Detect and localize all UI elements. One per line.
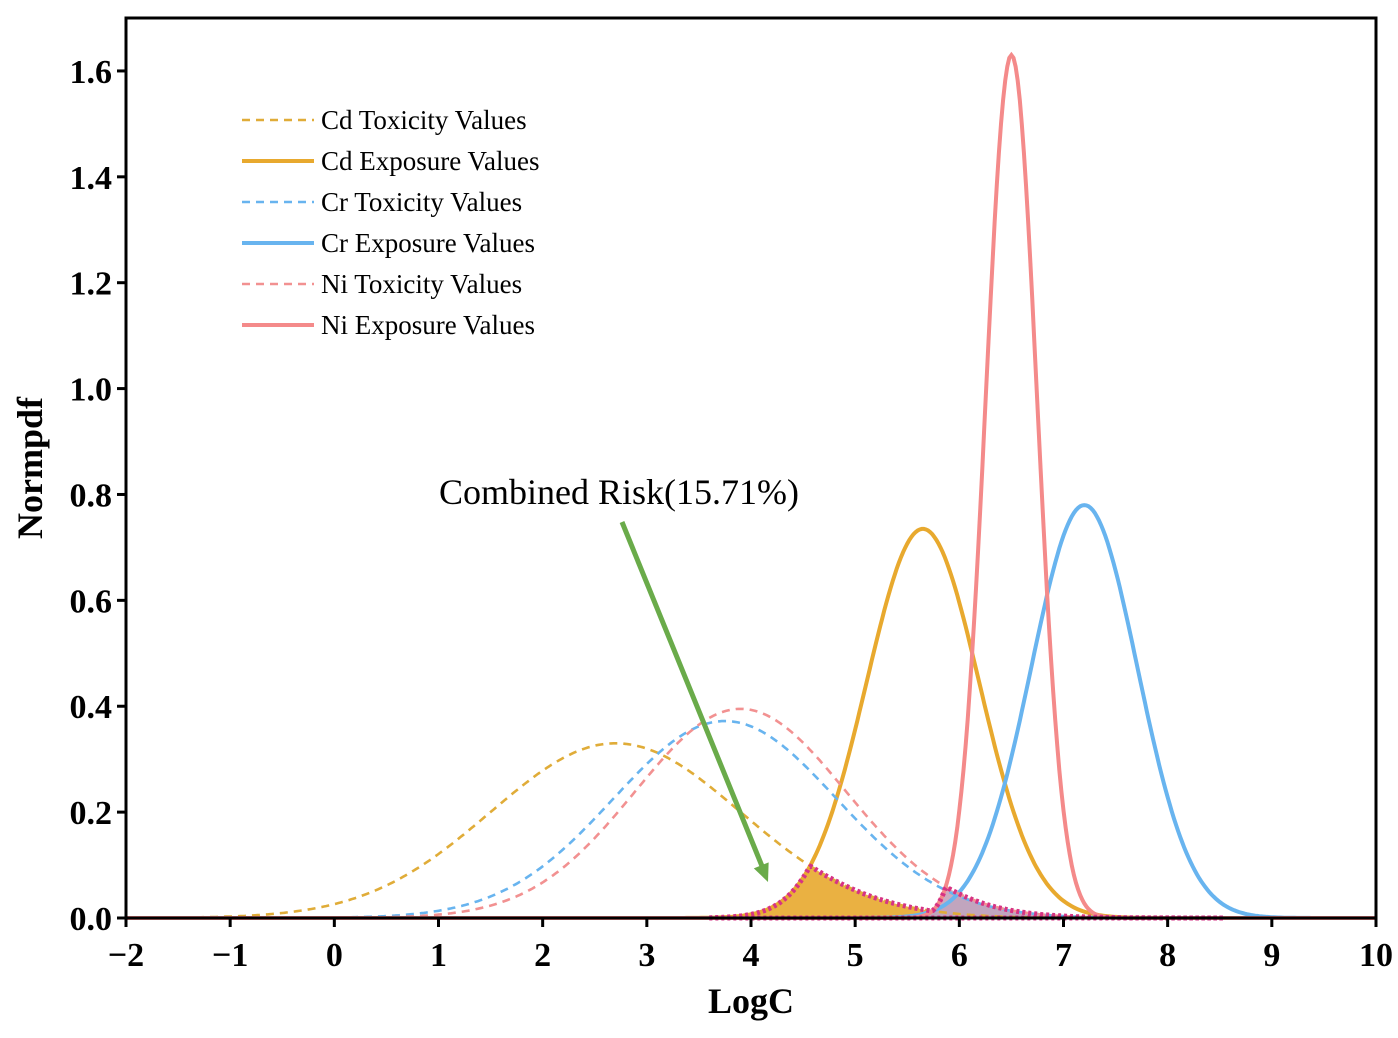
x-tick-label: 2	[534, 937, 551, 974]
legend-label: Cr Toxicity Values	[321, 187, 522, 217]
annotation: Combined Risk(15.71%)	[439, 472, 799, 882]
combined-risk-envelope	[709, 863, 1225, 921]
legend-label: Cr Exposure Values	[321, 228, 535, 258]
y-tick-label: 1.6	[70, 54, 113, 91]
y-tick-label: 1.4	[70, 160, 113, 197]
x-tick-label: 6	[951, 937, 968, 974]
y-tick-label: 0.4	[70, 689, 113, 726]
x-axis-title: LogC	[708, 981, 794, 1021]
y-axis-title: Normpdf	[10, 396, 50, 539]
x-tick-label: 5	[847, 937, 864, 974]
x-tick-label: −2	[108, 937, 144, 974]
overlap-area	[697, 866, 1179, 918]
y-tick-label: 1.2	[70, 266, 113, 303]
legend: Cd Toxicity Values Cd Exposure Values Cr T…	[242, 105, 539, 340]
x-tick-label: 10	[1359, 937, 1393, 974]
y-tick-label: 0.2	[70, 795, 113, 832]
x-axis-ticks: −2 −1 0 1 2 3 4 5 6 7 8 9 10	[108, 918, 1393, 974]
x-tick-label: −1	[212, 937, 248, 974]
y-tick-label: 0.6	[70, 583, 113, 620]
x-tick-label: 4	[743, 937, 760, 974]
y-tick-label: 1.0	[70, 372, 113, 409]
annotation-text: Combined Risk(15.71%)	[439, 472, 799, 512]
overlap-area	[909, 887, 1215, 918]
series-line	[126, 719, 1376, 920]
x-tick-label: 3	[638, 937, 655, 974]
legend-label: Cd Exposure Values	[321, 146, 539, 176]
legend-label: Ni Exposure Values	[321, 310, 535, 340]
y-tick-label: 0.0	[70, 901, 113, 938]
x-tick-label: 0	[326, 937, 343, 974]
y-tick-label: 0.8	[70, 477, 113, 514]
overlap-shading	[697, 866, 1227, 918]
annotation-arrow-head	[753, 862, 769, 882]
legend-label: Ni Toxicity Values	[321, 269, 522, 299]
x-tick-label: 9	[1263, 937, 1280, 974]
y-axis-ticks: 0.0 0.2 0.4 0.6 0.8 1.0 1.2 1.4 1.6	[70, 54, 126, 938]
legend-label: Cd Toxicity Values	[321, 105, 527, 135]
x-tick-label: 7	[1055, 937, 1072, 974]
annotation-arrow-shaft	[619, 521, 767, 872]
x-tick-label: 1	[430, 937, 447, 974]
x-tick-label: 8	[1159, 937, 1176, 974]
